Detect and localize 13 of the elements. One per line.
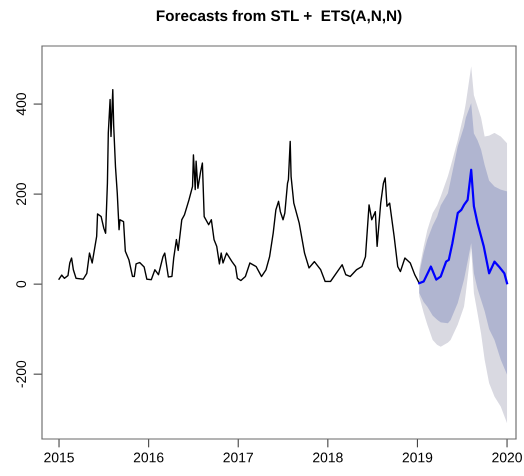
x-tick-label: 2017 xyxy=(223,452,253,462)
x-tick-label: 2020 xyxy=(492,452,522,462)
chart-title: Forecasts from STL + ETS(A,N,N) xyxy=(156,10,402,24)
y-tick-label: 400 xyxy=(16,93,26,116)
x-tick-label: 2016 xyxy=(134,452,164,462)
x-tick-label: 2019 xyxy=(402,452,432,462)
y-tick-label: 0 xyxy=(16,280,26,288)
x-tick-label: 2015 xyxy=(44,452,74,462)
y-tick-label: 200 xyxy=(16,183,26,205)
y-tick-label: -200 xyxy=(16,360,26,388)
line-series xyxy=(58,88,420,284)
x-tick-label: 2018 xyxy=(313,452,343,462)
line-series xyxy=(418,168,508,284)
